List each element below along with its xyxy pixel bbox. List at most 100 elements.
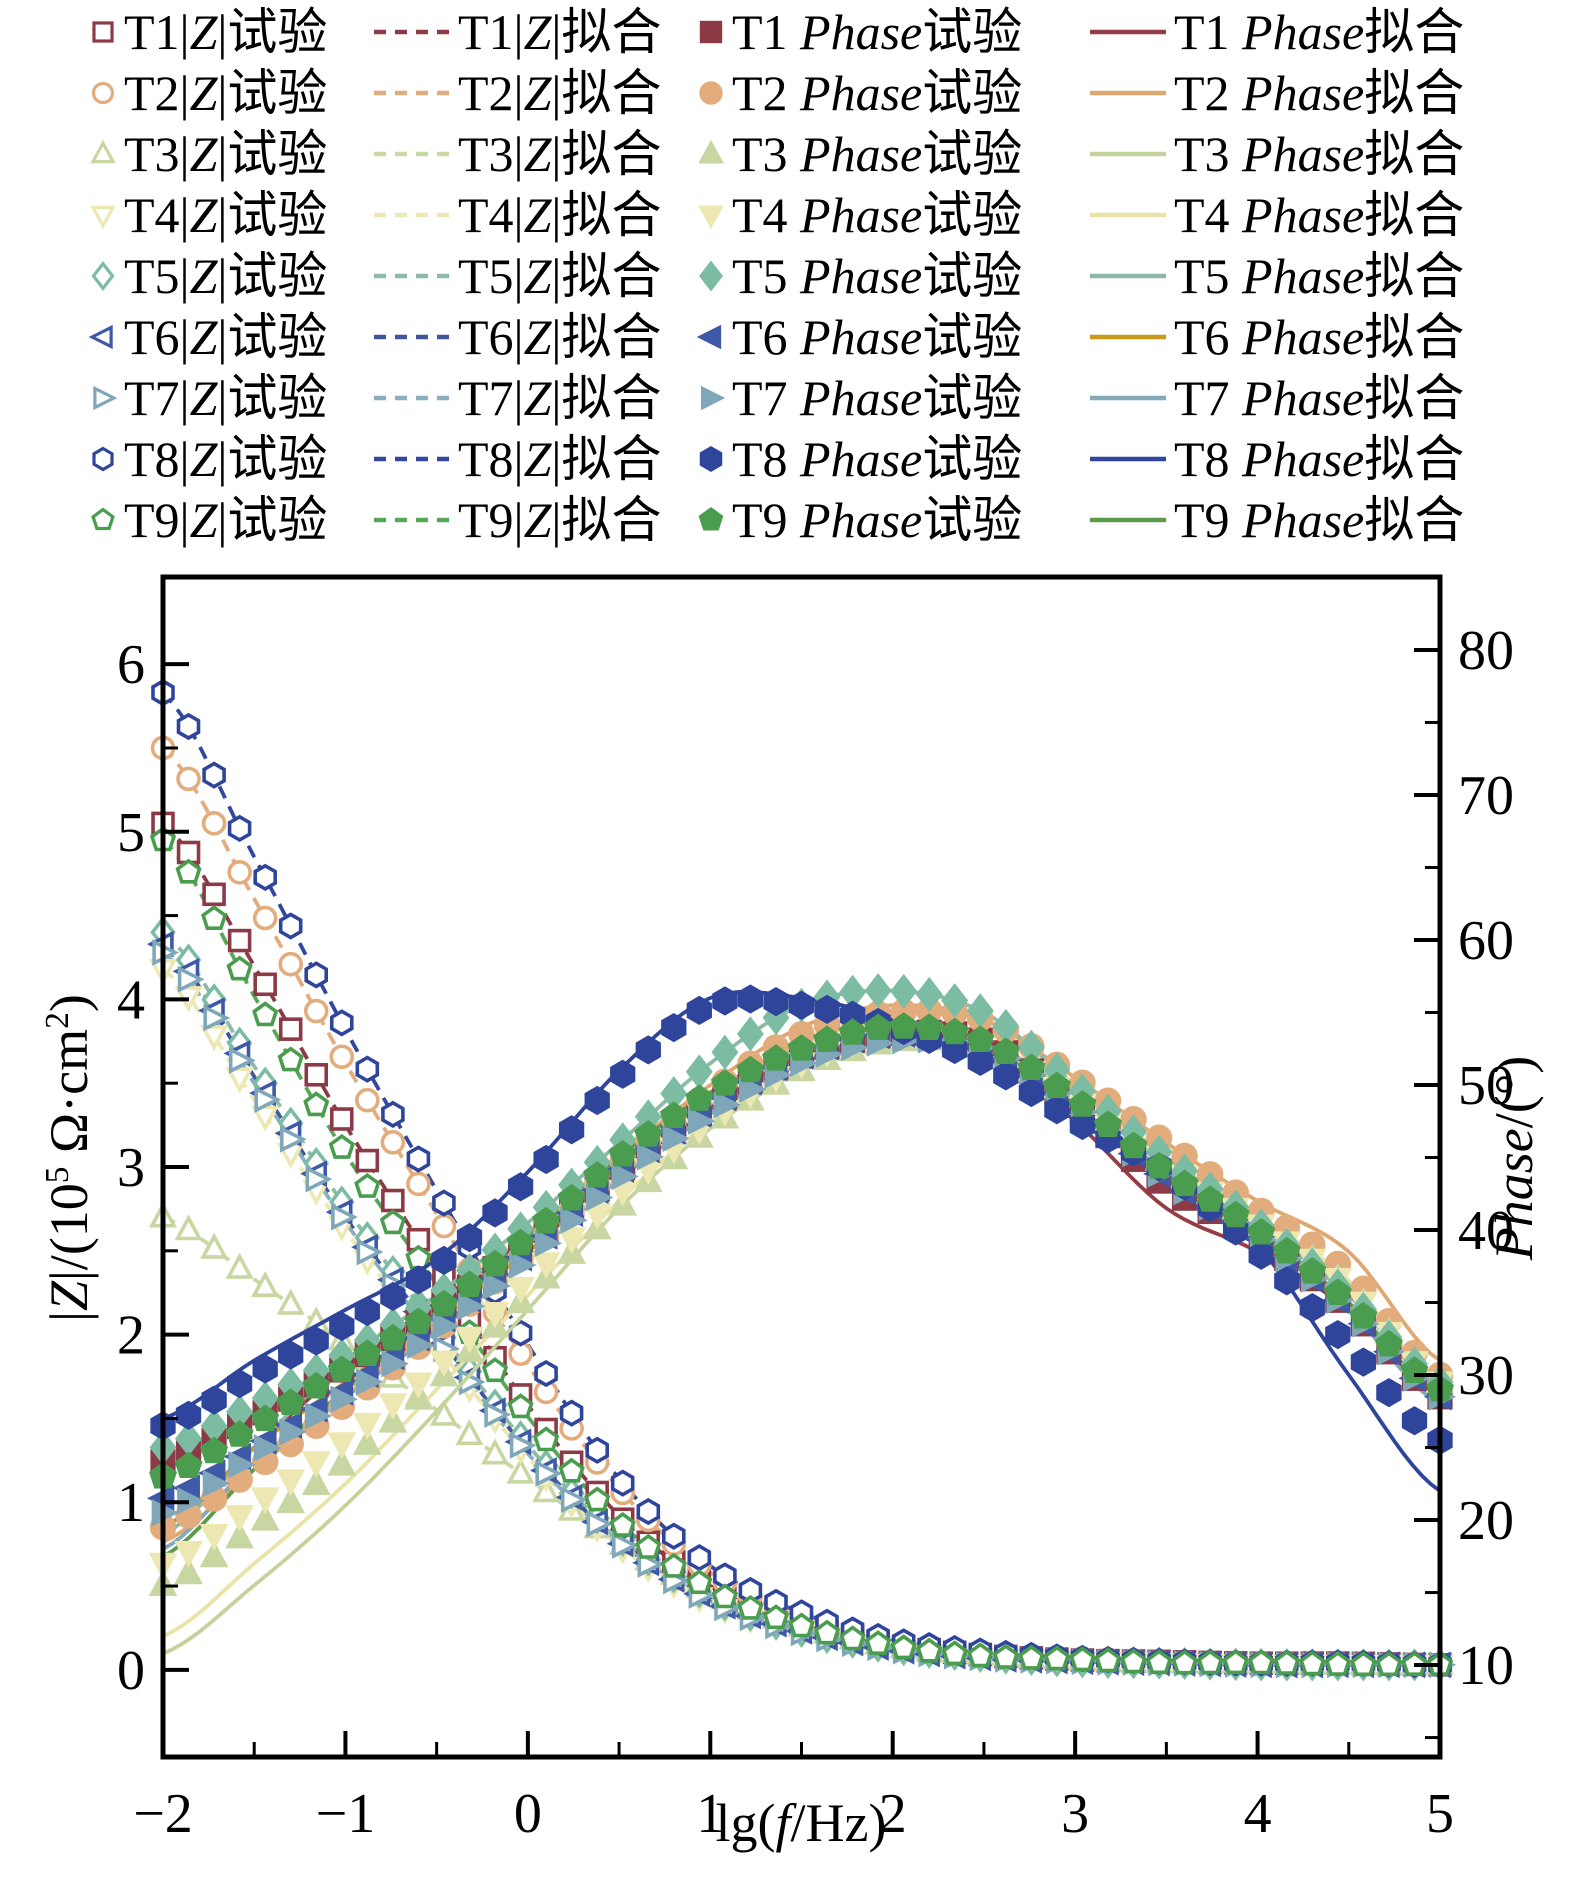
- legend-item-T8-z_fit: T8|Z|拟合: [372, 430, 661, 488]
- legend-label-T3-z_fit: T3|Z|拟合: [458, 126, 662, 182]
- legend-item-T9-phase_fit: T9 Phase拟合: [1088, 491, 1464, 549]
- legend-label-T5-phase_fit: T5 Phase拟合: [1174, 248, 1465, 304]
- legend-marker-pentagon-icon: [698, 506, 724, 531]
- legend-item-T6-phase_exp: T6 Phase试验: [696, 308, 1022, 366]
- legend-label-T2-z_exp: T2|Z|试验: [124, 65, 328, 121]
- series-T8-phase-exp: [150, 984, 1453, 1455]
- legend-item-T7-phase_fit: T7 Phase拟合: [1088, 369, 1464, 427]
- y-right-tick-label: 50: [1458, 1055, 1514, 1117]
- legend-label-T1-z_fit: T1|Z|拟合: [458, 4, 662, 60]
- series-T8-z-fit: [163, 691, 1440, 1667]
- legend-marker-hexagon-icon: [699, 446, 723, 472]
- x-tick-label: −2: [133, 1783, 193, 1845]
- legend-label-T6-z_fit: T6|Z|拟合: [458, 309, 662, 365]
- legend-label-T1-phase_fit: T1 Phase拟合: [1174, 4, 1465, 60]
- x-tick-label: 2: [879, 1783, 907, 1845]
- legend-label-T4-phase_exp: T4 Phase试验: [732, 187, 1023, 243]
- legend-item-T3-phase_exp: T3 Phase试验: [696, 125, 1022, 183]
- legend-marker-hexagon-icon: [92, 446, 114, 472]
- legend-dash-swatch: [374, 29, 450, 35]
- legend-label-T5-phase_exp: T5 Phase试验: [732, 248, 1023, 304]
- legend-marker-triangle-down-icon: [698, 205, 724, 230]
- series-T4-phase-exp: [148, 1022, 1455, 1580]
- legend-label-T2-z_fit: T2|Z|拟合: [458, 65, 662, 121]
- legend-marker-diamond-icon: [91, 261, 115, 291]
- legend-marker-circle-icon: [699, 81, 723, 105]
- legend-item-T2-phase_exp: T2 Phase试验: [696, 64, 1022, 122]
- z-fit-lines: [163, 691, 1440, 1667]
- legend-marker-pentagon-icon: [91, 507, 115, 531]
- legend-marker-triangle-left-icon: [88, 324, 113, 350]
- legend-dash-swatch: [374, 90, 450, 96]
- legend-label-T3-phase_fit: T3 Phase拟合: [1174, 126, 1465, 182]
- legend-item-T1-z_fit: T1|Z|拟合: [372, 3, 661, 61]
- legend-item-T6-z_exp: T6|Z|试验: [88, 308, 327, 366]
- legend-item-T5-z_fit: T5|Z|拟合: [372, 247, 661, 305]
- legend: T1|Z|试验 T1|Z|拟合 T1 Phase试验 T1 Phase拟合 T2|Z|试…: [0, 0, 1575, 560]
- legend-marker-circle-icon: [91, 81, 115, 105]
- x-tick-label: 3: [1061, 1783, 1089, 1845]
- legend-line-swatch: [1090, 212, 1166, 218]
- legend-marker-triangle-up-icon: [698, 139, 724, 164]
- legend-line-swatch: [1090, 29, 1166, 35]
- legend-label-T2-phase_exp: T2 Phase试验: [732, 65, 1023, 121]
- legend-label-T4-z_exp: T4|Z|试验: [124, 187, 328, 243]
- legend-item-T6-phase_fit: T6 Phase拟合: [1088, 308, 1464, 366]
- legend-item-T9-z_fit: T9|Z|拟合: [372, 491, 661, 549]
- legend-item-T8-z_exp: T8|Z|试验: [88, 430, 327, 488]
- x-tick-label: 0: [514, 1783, 542, 1845]
- legend-label-T8-z_fit: T8|Z|拟合: [458, 431, 662, 487]
- legend-label-T7-z_fit: T7|Z|拟合: [458, 370, 662, 426]
- series-T2-phase-fit: [163, 1003, 1440, 1544]
- legend-line-swatch: [1090, 90, 1166, 96]
- series-T3-phase-fit: [163, 1029, 1440, 1656]
- series-T8-z-exp: [151, 679, 1452, 1679]
- legend-item-T4-phase_exp: T4 Phase试验: [696, 186, 1022, 244]
- legend-dash-swatch: [374, 273, 450, 279]
- legend-line-swatch: [1090, 456, 1166, 462]
- legend-dash-swatch: [374, 395, 450, 401]
- x-tick-label: −1: [316, 1783, 376, 1845]
- legend-marker-diamond-icon: [699, 261, 723, 291]
- series-T9-z-fit: [163, 838, 1440, 1667]
- legend-item-T7-z_exp: T7|Z|试验: [88, 369, 327, 427]
- legend-label-T8-phase_exp: T8 Phase试验: [732, 431, 1023, 487]
- legend-line-swatch: [1090, 395, 1166, 401]
- legend-marker-triangle-right-icon: [93, 385, 118, 411]
- legend-label-T7-z_exp: T7|Z|试验: [124, 370, 328, 426]
- y-axis-right-title: Phase/(°): [1484, 1055, 1544, 1261]
- y-axis-left-title: |Z|/(105 Ω·cm2): [39, 994, 99, 1322]
- y-left-tick-label: 3: [117, 1137, 145, 1199]
- legend-dash-swatch: [374, 334, 450, 340]
- legend-label-T6-phase_exp: T6 Phase试验: [732, 309, 1023, 365]
- legend-marker-triangle-right-icon: [700, 385, 726, 411]
- legend-marker-square-icon: [699, 20, 723, 44]
- legend-label-T2-phase_fit: T2 Phase拟合: [1174, 65, 1465, 121]
- legend-item-T2-z_fit: T2|Z|拟合: [372, 64, 661, 122]
- y-left-tick-label: 1: [117, 1472, 145, 1534]
- series-T4-phase-fit: [163, 1030, 1440, 1638]
- legend-dash-swatch: [374, 151, 450, 157]
- legend-label-T3-z_exp: T3|Z|试验: [124, 126, 328, 182]
- legend-item-T7-z_fit: T7|Z|拟合: [372, 369, 661, 427]
- legend-dash-swatch: [374, 517, 450, 523]
- legend-item-T5-z_exp: T5|Z|试验: [88, 247, 327, 305]
- legend-label-T9-phase_exp: T9 Phase试验: [732, 492, 1023, 548]
- legend-label-T8-phase_fit: T8 Phase拟合: [1174, 431, 1465, 487]
- legend-dash-swatch: [374, 456, 450, 462]
- legend-label-T7-phase_fit: T7 Phase拟合: [1174, 370, 1465, 426]
- y-right-tick-label: 80: [1458, 620, 1514, 682]
- y-left-tick-label: 0: [117, 1640, 145, 1702]
- legend-item-T2-z_exp: T2|Z|试验: [88, 64, 327, 122]
- y-left-tick-label: 4: [117, 969, 145, 1031]
- legend-item-T4-phase_fit: T4 Phase拟合: [1088, 186, 1464, 244]
- legend-item-T9-z_exp: T9|Z|试验: [88, 491, 327, 549]
- legend-label-T5-z_fit: T5|Z|拟合: [458, 248, 662, 304]
- legend-label-T1-z_exp: T1|Z|试验: [124, 4, 328, 60]
- legend-item-T3-phase_fit: T3 Phase拟合: [1088, 125, 1464, 183]
- legend-marker-triangle-left-icon: [696, 324, 722, 350]
- legend-marker-triangle-up-icon: [90, 139, 116, 164]
